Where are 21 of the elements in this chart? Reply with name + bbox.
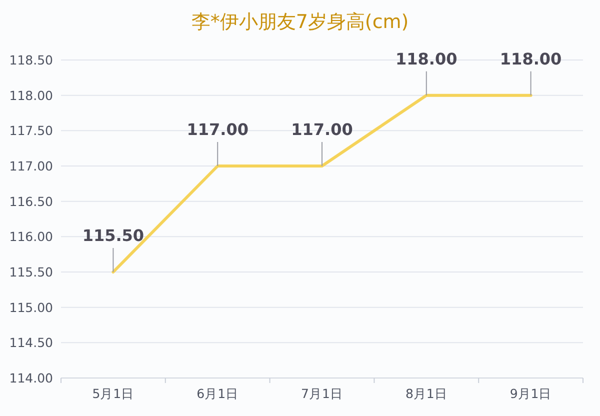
chart-title: 李*伊小朋友7岁身高(cm) (190, 10, 410, 35)
y-tick-label: 117.00 (9, 158, 54, 174)
x-tick-label: 8月1日 (405, 386, 448, 401)
data-label: 115.50 (82, 226, 144, 245)
x-tick-label: 5月1日 (92, 386, 134, 401)
y-tick-label: 117.50 (9, 123, 54, 138)
y-tick-label: 118.50 (9, 52, 54, 68)
x-tick-label: 6月1日 (196, 386, 239, 401)
y-tick-label: 118.00 (9, 88, 54, 103)
y-tick-label: 114.50 (9, 335, 54, 350)
data-label: 118.00 (500, 49, 562, 68)
y-tick-label: 116.00 (9, 229, 54, 244)
x-tick-label: 7月1日 (301, 386, 343, 401)
y-tick-label: 115.50 (9, 264, 54, 280)
y-tick-label: 114.00 (9, 370, 54, 386)
y-tick-label: 116.50 (9, 194, 54, 209)
data-label: 117.00 (186, 120, 248, 139)
data-label: 117.00 (291, 120, 353, 139)
y-tick-label: 115.00 (9, 300, 54, 315)
x-tick-label: 9月1日 (510, 386, 552, 401)
data-label: 118.00 (396, 49, 458, 68)
